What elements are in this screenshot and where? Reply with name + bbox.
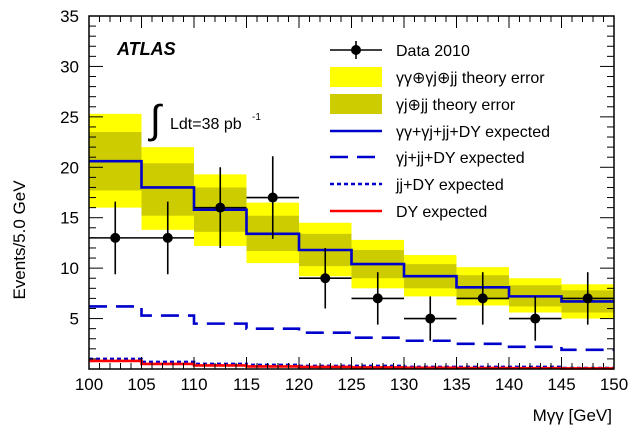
data-marker bbox=[215, 202, 226, 213]
tick-labels: 100 105 110 115 120 125 130 135 140 145 150 5 10 15 20… bbox=[60, 7, 628, 394]
x-tick-label: 125 bbox=[337, 375, 365, 394]
x-tick-label: 140 bbox=[495, 375, 523, 394]
data-marker bbox=[582, 293, 593, 304]
x-tick-label: 145 bbox=[547, 375, 575, 394]
total-expected-line bbox=[89, 159, 614, 303]
data-point bbox=[509, 296, 562, 341]
data-points bbox=[89, 156, 614, 341]
legend-label: DY expected bbox=[396, 204, 487, 221]
x-tick-label: 100 bbox=[75, 375, 103, 394]
x-axis-label: Mγγ [GeV] bbox=[533, 406, 612, 425]
luminosity-text: Ldt=38 pb bbox=[170, 116, 242, 133]
y-tick-label: 15 bbox=[60, 209, 79, 228]
legend-entry-gj: γj+jj+DY expected bbox=[330, 150, 525, 167]
y-tick-label: 10 bbox=[60, 259, 79, 278]
x-tick-label: 120 bbox=[285, 375, 313, 394]
data-point bbox=[404, 296, 457, 341]
y-tick-label: 35 bbox=[60, 7, 79, 26]
data-point bbox=[561, 272, 614, 325]
x-tick-label: 135 bbox=[442, 375, 470, 394]
data-marker bbox=[425, 313, 436, 324]
legend-swatch-box bbox=[330, 94, 382, 114]
legend-entry-band-inner: γj⊕jj theory error bbox=[330, 94, 516, 114]
legend-label: Data 2010 bbox=[396, 43, 470, 60]
gj-expected-line bbox=[89, 305, 614, 352]
x-tick-label: 110 bbox=[180, 375, 207, 394]
data-point bbox=[299, 247, 352, 309]
data-point bbox=[194, 167, 247, 248]
x-tick-label: 115 bbox=[233, 375, 260, 394]
data-marker bbox=[477, 293, 488, 304]
legend-label: γγ⊕γj⊕jj theory error bbox=[396, 70, 545, 87]
data-marker bbox=[267, 192, 278, 203]
legend-label: γj⊕jj theory error bbox=[396, 97, 516, 114]
x-tick-label: 105 bbox=[127, 375, 155, 394]
axis-ticks bbox=[88, 16, 615, 369]
legend-label: γj+jj+DY expected bbox=[396, 150, 525, 167]
data-point bbox=[141, 201, 194, 275]
data-marker bbox=[162, 232, 173, 243]
luminosity-label: ∫ Ldt=38 pb -1 bbox=[148, 98, 261, 142]
x-tick-label: 130 bbox=[390, 375, 418, 394]
legend-entry-jj: jj+DY expected bbox=[330, 177, 504, 194]
legend-swatch-box bbox=[330, 67, 382, 87]
legend-entry-band-outer: γγ⊕γj⊕jj theory error bbox=[330, 67, 545, 87]
legend-swatch-marker bbox=[351, 45, 361, 55]
luminosity-exponent: -1 bbox=[252, 112, 261, 123]
y-axis-label: Events/5.0 GeV bbox=[10, 180, 29, 300]
y-tick-label: 20 bbox=[60, 158, 79, 177]
data-point bbox=[246, 156, 299, 239]
legend-label: γγ+γj+jj+DY expected bbox=[396, 124, 550, 141]
integral-sign: ∫ bbox=[148, 98, 164, 142]
y-tick-label: 5 bbox=[70, 310, 79, 329]
data-point bbox=[456, 272, 509, 325]
data-point bbox=[351, 272, 404, 325]
atlas-label: ATLAS bbox=[116, 39, 176, 59]
legend-label: jj+DY expected bbox=[395, 177, 504, 194]
data-marker bbox=[110, 232, 121, 243]
legend: Data 2010 γγ⊕γj⊕jj theory error γj⊕jj theo… bbox=[330, 41, 550, 221]
legend-entry-total: γγ+γj+jj+DY expected bbox=[330, 124, 550, 141]
data-marker bbox=[530, 313, 541, 324]
data-point bbox=[89, 201, 142, 275]
data-marker bbox=[320, 273, 331, 284]
legend-entry-dy: DY expected bbox=[330, 204, 487, 221]
x-tick-label: 150 bbox=[600, 375, 628, 394]
y-tick-label: 30 bbox=[60, 57, 79, 76]
legend-entry-data: Data 2010 bbox=[330, 41, 470, 60]
y-tick-label: 25 bbox=[60, 108, 79, 127]
data-marker bbox=[372, 293, 383, 304]
